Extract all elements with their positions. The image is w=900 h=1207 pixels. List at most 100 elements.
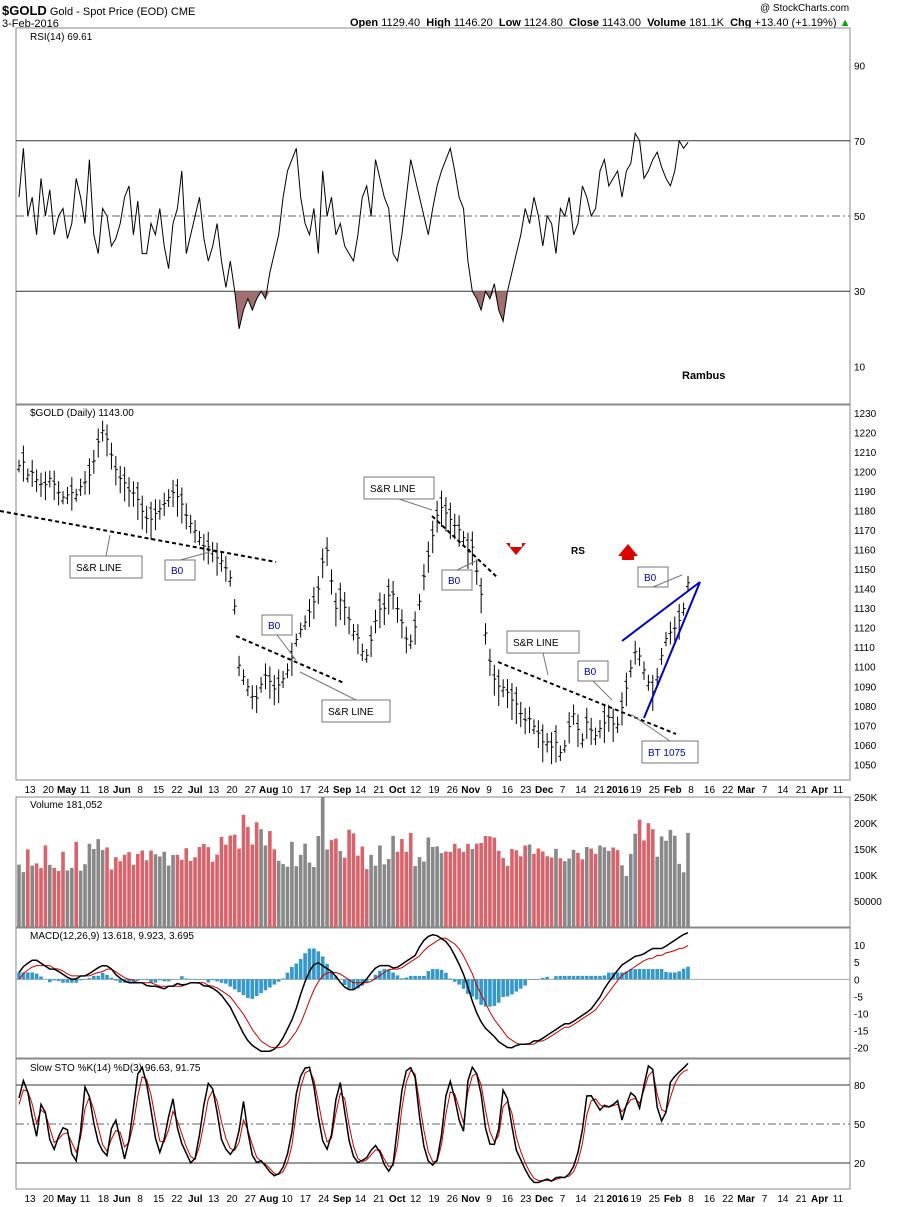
volume-bar [312, 867, 316, 927]
volume-bar [580, 859, 585, 927]
volume-bar [268, 831, 272, 927]
price-x-tick-label: May [57, 785, 77, 796]
macd-histogram-bar [373, 974, 378, 980]
sr-label-3-text: S&R LINE [370, 484, 416, 495]
volume-bar [540, 851, 545, 927]
volume-bar [347, 829, 351, 927]
volume-bar [342, 857, 347, 927]
macd-histogram-bar [87, 978, 92, 980]
price-x-tick-label: 11 [833, 785, 844, 796]
volume-bar [241, 814, 246, 927]
bottom-x-tick-label: 13 [208, 1194, 220, 1205]
macd-tick-label: -10 [854, 1010, 869, 1021]
sr-line-1 [0, 510, 277, 563]
macd-histogram-bar [61, 979, 65, 983]
chg-label: Chg [730, 17, 752, 29]
macd-histogram-bar [642, 969, 646, 980]
price-x-tick-label: 21 [373, 785, 385, 796]
macd-histogram-bar [677, 971, 681, 980]
macd-histogram-bar [180, 976, 184, 980]
volume-bar [448, 851, 453, 927]
volume-tick-label: 50000 [854, 897, 882, 908]
sto-tick-label: 50 [854, 1120, 866, 1131]
macd-histogram-bar [650, 969, 655, 980]
rsi-line [18, 131, 689, 329]
bottom-x-tick-label: 18 [98, 1194, 110, 1205]
macd-histogram-bar [505, 979, 510, 997]
price-x-tick-label: 20 [226, 785, 238, 796]
macd-histogram-bar [219, 979, 224, 983]
macd-histogram-bar [351, 979, 356, 990]
volume-bar [30, 865, 35, 927]
sto-tick-label: 80 [854, 1081, 866, 1092]
price-x-tick-label: 21 [796, 785, 808, 796]
macd-histogram-bar [655, 969, 659, 980]
volume-bar [74, 841, 79, 927]
rs-label: RS [571, 546, 585, 557]
macd-histogram-bar [34, 973, 39, 980]
macd-tick-label: -15 [854, 1027, 869, 1038]
b0-label-2-text: B0 [268, 621, 281, 632]
volume-bar [171, 854, 175, 927]
bottom-x-tick-label: 26 [447, 1194, 459, 1205]
volume-bar [642, 840, 646, 927]
volume-bar [136, 853, 140, 927]
volume-bar [470, 849, 475, 927]
price-x-tick-label: Oct [389, 785, 406, 796]
macd-histogram-bar [105, 974, 109, 980]
macd-histogram-bar [96, 975, 101, 980]
price-tick-label: 1090 [854, 682, 877, 693]
macd-histogram-bar [571, 975, 576, 980]
price-tick-label: 1180 [854, 506, 876, 517]
macd-histogram-bar [144, 979, 149, 981]
macd-histogram-bar [668, 972, 673, 980]
bottom-x-tick-label: Dec [535, 1194, 554, 1205]
volume-bar [334, 838, 338, 927]
rsi-tick-label: 10 [854, 362, 866, 373]
macd-histogram-bar [254, 979, 259, 997]
volume-bar [70, 867, 74, 927]
volume-bar [48, 864, 52, 927]
price-tick-label: 1170 [854, 526, 876, 537]
price-x-tick-label: 7 [762, 785, 768, 796]
volume-bar [426, 837, 431, 927]
volume-bar [369, 854, 373, 927]
chg-value: +13.40 (+1.19%) [754, 17, 837, 29]
bottom-x-tick-label: 20 [226, 1194, 238, 1205]
triangle-lower-line [643, 581, 701, 719]
volume-bar [461, 851, 466, 927]
macd-histogram-bar [356, 979, 360, 989]
low-value: 1124.80 [523, 17, 563, 29]
volume-bar [523, 845, 527, 927]
macd-histogram-bar [303, 953, 307, 980]
macd-histogram-bar [461, 979, 466, 989]
macd-histogram-bar [153, 979, 158, 983]
volume-bar [298, 854, 303, 927]
volume-bar [263, 845, 268, 927]
price-tick-label: 1120 [854, 624, 876, 635]
volume-bar [206, 847, 211, 927]
price-tick-label: 1050 [854, 760, 877, 771]
price-x-tick-label: 14 [355, 785, 367, 796]
sr-label-4-pointer [542, 652, 549, 676]
volume-bar [633, 833, 637, 927]
volume-bar [474, 843, 479, 927]
macd-histogram-bar [408, 975, 413, 980]
macd-histogram-bar [496, 979, 501, 1003]
macd-histogram-bar [334, 976, 338, 980]
price-x-tick-label: 14 [575, 785, 587, 796]
macd-histogram-bar [628, 969, 633, 980]
bottom-x-tick-label: Mar [737, 1194, 755, 1205]
volume-bar [140, 850, 145, 927]
volume-bar [668, 829, 673, 927]
volume-bar [118, 861, 123, 927]
macd-histogram-bar [457, 979, 461, 985]
high-label: High [426, 17, 451, 29]
macd-histogram-bar [637, 969, 642, 980]
volume-tick-label: 150K [854, 845, 878, 856]
macd-histogram-bar [584, 975, 589, 980]
volume-bar [56, 871, 61, 927]
volume-bar [105, 847, 109, 927]
volume-legend: Volume 181,052 [30, 800, 103, 811]
bottom-x-tick-label: 13 [24, 1194, 36, 1205]
